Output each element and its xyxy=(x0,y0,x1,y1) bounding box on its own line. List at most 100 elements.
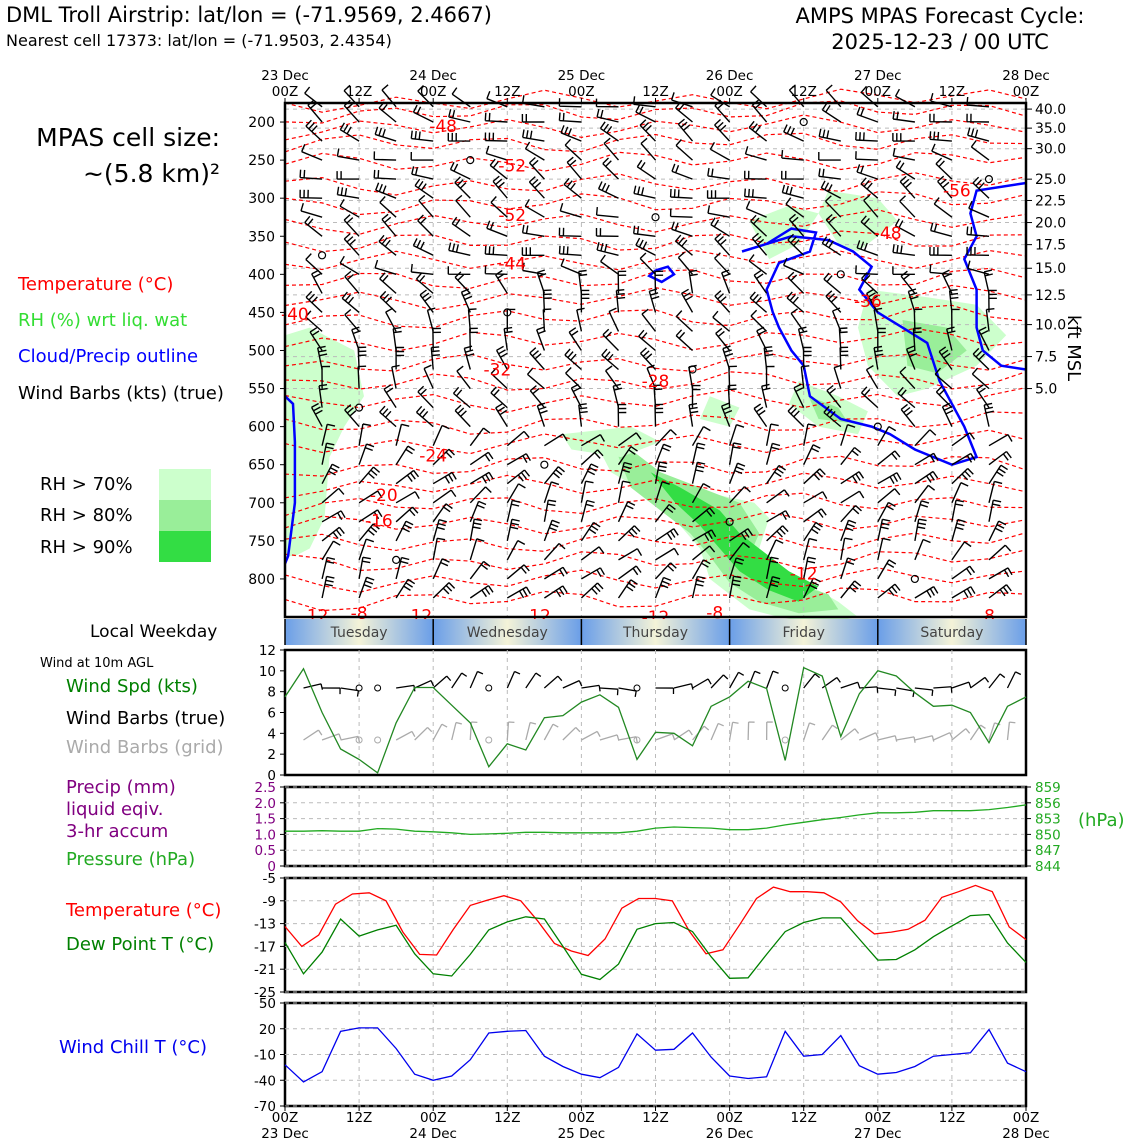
upper-barb-489 xyxy=(840,557,856,580)
upper-barb-69 xyxy=(744,146,767,161)
upper-barb-173 xyxy=(374,259,397,275)
upper-barb-331 xyxy=(617,403,627,427)
legend-cloud: Cloud/Precip outline xyxy=(18,346,199,367)
upper-barb-246 xyxy=(985,308,995,332)
upper-barb-337 xyxy=(823,405,842,428)
right-tick-label-7: 15.0 xyxy=(1035,261,1066,277)
upper-barb-375 xyxy=(840,446,862,466)
upper-barb-calm-185 xyxy=(836,270,845,279)
upper-barb-289 xyxy=(456,365,471,390)
upper-barb-426 xyxy=(617,501,636,523)
pressure-y-label-2: 850 xyxy=(1035,827,1061,843)
top-hour-8: 00Z xyxy=(865,84,891,100)
temp-contour-label-5: -48 xyxy=(874,224,902,244)
upper-barb-508 xyxy=(840,580,862,599)
sfc-barb-true-15 xyxy=(562,680,583,689)
upper-barb-144 xyxy=(710,217,730,237)
upper-barb-62 xyxy=(485,145,508,161)
temp-contour-label-9: -28 xyxy=(642,372,670,392)
upper-barb-164 xyxy=(751,232,768,256)
left-tick-label-11: 750 xyxy=(248,534,275,550)
upper-barb-409 xyxy=(691,482,711,504)
upper-barb-395 xyxy=(877,472,902,485)
upper-barb-calm-61 xyxy=(466,156,475,165)
bottom-day-6: 26 Dec xyxy=(706,1126,754,1140)
upper-barb-359 xyxy=(951,432,975,447)
pressure-y-label-0: 844 xyxy=(1035,859,1061,875)
upper-barb-271 xyxy=(495,345,508,370)
upper-barb-238 xyxy=(675,310,693,332)
upper-barb-76 xyxy=(299,169,323,180)
temp-contour-24 xyxy=(284,549,1027,572)
upper-barb-430 xyxy=(766,510,791,523)
upper-barb-75 xyxy=(970,140,990,161)
precip-y-label-1: 0.5 xyxy=(255,843,276,859)
upper-barb-256 xyxy=(638,329,656,352)
sfc-barb-true-17 xyxy=(599,687,619,696)
upper-barb-475 xyxy=(321,556,336,580)
upper-barb-391 xyxy=(728,462,746,484)
upper-barb-393 xyxy=(803,468,826,485)
upper-barb-360 xyxy=(988,433,1013,447)
upper-barb-369 xyxy=(617,446,638,466)
upper-barb-205 xyxy=(861,272,879,294)
sfc-barb-true-28 xyxy=(803,673,821,689)
upper-barb-217 xyxy=(615,289,626,313)
sfc-barb-true-38 xyxy=(988,673,1006,689)
upper-barb-210 xyxy=(341,291,360,313)
upper-barb-290 xyxy=(490,367,508,390)
upper-barb-428 xyxy=(692,507,716,523)
weekday-label-0: Tuesday xyxy=(330,625,388,641)
upper-barb-112 xyxy=(937,175,953,199)
cloud-outline-1 xyxy=(962,181,1027,371)
upper-barb-172 xyxy=(339,255,360,275)
precip-y-label-5: 2.5 xyxy=(255,780,276,796)
upper-barb-345 xyxy=(432,424,450,446)
upper-barb-135 xyxy=(381,213,397,237)
upper-barb-151 xyxy=(966,226,990,237)
legend-dewpoint: Dew Point T (°C) xyxy=(66,934,215,955)
upper-barb-320 xyxy=(897,386,916,409)
temp-contour-label-3: -52 xyxy=(498,206,526,226)
upper-barb-358 xyxy=(914,429,937,447)
upper-barb-387 xyxy=(580,463,599,485)
upper-barb-263 xyxy=(912,327,922,351)
upper-barb-226 xyxy=(948,289,959,313)
upper-barb-calm-458 xyxy=(392,555,401,564)
upper-barb-321 xyxy=(935,385,953,409)
legend-wind-speed: Wind Spd (kts) xyxy=(66,676,198,697)
top-day-8: 27 Dec xyxy=(854,68,902,84)
upper-barb-434 xyxy=(914,500,930,523)
upper-barb-80 xyxy=(449,161,471,180)
upper-barb-353 xyxy=(728,424,745,446)
upper-barb-414 xyxy=(877,488,901,504)
upper-barb-64 xyxy=(564,138,582,161)
upper-barb-302 xyxy=(934,367,953,390)
upper-barb-128 xyxy=(824,195,842,218)
upper-barb-189 xyxy=(967,260,990,275)
weekday-band-3 xyxy=(729,619,878,645)
upper-barb-427 xyxy=(654,503,676,523)
upper-barb-260 xyxy=(797,326,808,351)
sfc-barb-true-13 xyxy=(525,672,542,689)
upper-barb-283 xyxy=(938,346,953,370)
legend-rh: RH (%) wrt liq. wat xyxy=(18,310,188,331)
upper-barb-204 xyxy=(823,272,842,294)
temp-contour-1 xyxy=(284,100,1027,124)
rh-region-5 xyxy=(818,190,898,252)
surface-wind-y-label-3: 6 xyxy=(267,706,276,722)
upper-barb-349 xyxy=(581,433,606,447)
top-hour-1: 12Z xyxy=(346,84,372,100)
upper-barb-249 xyxy=(392,326,402,351)
upper-barb-178 xyxy=(560,258,582,275)
upper-barb-275 xyxy=(639,347,657,370)
temp-contour-label-2: -56 xyxy=(943,182,971,202)
upper-barb-268 xyxy=(395,346,405,370)
upper-barb-120 xyxy=(524,198,545,218)
upper-barb-490 xyxy=(877,559,897,580)
temp-dew-y-label-4: -21 xyxy=(254,962,276,978)
temp-contour-6 xyxy=(284,191,1027,216)
upper-barb-171 xyxy=(305,253,323,275)
sfc-barb-true-calm-5 xyxy=(374,684,382,692)
left-tick-label-9: 650 xyxy=(248,458,275,474)
